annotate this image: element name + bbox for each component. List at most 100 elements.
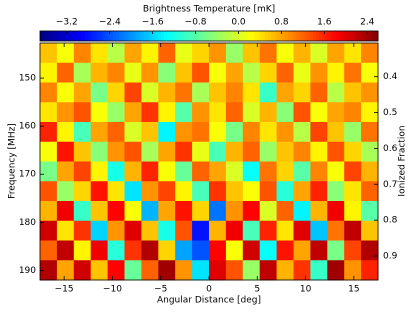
heatmap-cell — [56, 181, 75, 202]
heatmap-cell — [242, 102, 261, 123]
heatmap-cell — [310, 240, 328, 261]
colorbar-swatch — [73, 31, 78, 41]
colorbar-swatch — [237, 31, 241, 41]
heatmap-cell — [276, 82, 294, 103]
heatmap-cell — [141, 260, 159, 281]
heatmap-cell — [225, 122, 244, 143]
colorbar-swatch — [262, 31, 266, 41]
heatmap-cell — [40, 220, 58, 241]
colorbar-swatch — [99, 31, 103, 41]
heatmap-cell — [141, 141, 159, 162]
heatmap-cell — [242, 82, 261, 103]
heatmap-cell — [310, 102, 328, 123]
heatmap-cell — [175, 201, 193, 222]
colorbar-swatch — [270, 31, 275, 41]
colorbar-swatch — [104, 31, 109, 41]
heatmap-cell — [40, 141, 58, 162]
heatmap-cell — [310, 220, 328, 241]
heatmap-cell — [276, 161, 294, 182]
heatmap-cell — [242, 240, 261, 261]
x-tick-label: 5 — [254, 285, 260, 295]
x-axis-label: Angular Distance [deg] — [157, 296, 261, 306]
heatmap-cell — [293, 122, 311, 143]
heatmap-cell — [242, 62, 261, 83]
colorbar-swatch — [101, 31, 106, 41]
heatmap-cell — [225, 102, 244, 123]
colorbar-swatch — [56, 31, 61, 41]
heatmap-cell — [73, 141, 92, 162]
colorbar-tick-label: −0.8 — [185, 18, 207, 28]
heatmap-cell — [192, 62, 210, 83]
heatmap-cell — [175, 220, 193, 241]
heatmap-cell — [259, 181, 278, 202]
heatmap-cell — [175, 82, 193, 103]
heatmap-cell — [124, 181, 142, 202]
y-axis-label: Frequency [MHz] — [8, 123, 18, 199]
colorbar-swatch — [186, 31, 190, 41]
heatmap-cell — [225, 161, 244, 182]
heatmap-cell — [124, 122, 142, 143]
heatmap-cell — [141, 62, 159, 83]
heatmap-cell — [310, 201, 328, 222]
heatmap-cell — [175, 62, 193, 83]
colorbar-swatch — [231, 31, 235, 41]
heatmap-cell — [158, 161, 176, 182]
heatmap-cell — [73, 220, 92, 241]
heatmap-cell — [73, 181, 92, 202]
heatmap-cell — [361, 240, 379, 261]
colorbar-tick-label: −1.6 — [142, 18, 164, 28]
heatmap-cell — [175, 122, 193, 143]
y2-axis-label: Ionized Fraction — [398, 125, 408, 196]
heatmap-cell — [293, 62, 311, 83]
heatmap-cell — [361, 82, 379, 103]
heatmap-cell — [327, 62, 345, 83]
heatmap-cell — [225, 82, 244, 103]
colorbar-swatch — [163, 31, 168, 41]
heatmap-cell — [158, 240, 176, 261]
heatmap-cell — [73, 201, 92, 222]
heatmap-cell — [192, 220, 210, 241]
heatmap-cell — [361, 43, 379, 64]
colorbar-swatch — [76, 31, 80, 41]
heatmap-cell — [107, 220, 125, 241]
heatmap-cell — [73, 260, 92, 281]
heatmap-cell — [192, 43, 210, 64]
heatmap-cell — [242, 43, 261, 64]
heatmap-cell — [90, 141, 109, 162]
heatmap-cell — [259, 122, 278, 143]
colorbar-swatch — [62, 31, 66, 41]
heatmap-cell — [293, 43, 311, 64]
heatmap-cell — [40, 82, 58, 103]
colorbar-swatch — [172, 31, 176, 41]
colorbar-swatch — [347, 31, 351, 41]
heatmap-cell — [361, 260, 379, 281]
colorbar-swatch — [206, 31, 210, 41]
heatmap-cell — [107, 122, 125, 143]
colorbar-swatch — [93, 31, 97, 41]
heatmap-cell — [56, 102, 75, 123]
heatmap-cell — [344, 82, 362, 103]
heatmap-cell — [276, 102, 294, 123]
heatmap-cell — [141, 82, 159, 103]
heatmap-cell — [209, 201, 227, 222]
heatmap-cell — [327, 82, 345, 103]
heatmap-cell — [158, 260, 176, 281]
colorbar-swatch — [116, 31, 120, 41]
heatmap-cell — [141, 122, 159, 143]
colorbar-swatch — [113, 31, 117, 41]
heatmap-cell — [276, 220, 294, 241]
heatmap-cell — [259, 201, 278, 222]
heatmap-cell — [344, 260, 362, 281]
heatmap-cell — [276, 43, 294, 64]
heatmap-cell — [107, 62, 125, 83]
colorbar-swatch — [223, 31, 227, 41]
heatmap-cell — [175, 260, 193, 281]
colorbar-swatch — [330, 31, 334, 41]
heatmap-cell — [90, 260, 109, 281]
y-tick-label: 190 — [19, 266, 36, 276]
colorbar-swatch — [135, 31, 140, 41]
heatmap-cell — [107, 43, 125, 64]
heatmap-cell — [40, 122, 58, 143]
x-tick-label: −5 — [154, 285, 167, 295]
heatmap-cell — [259, 260, 278, 281]
